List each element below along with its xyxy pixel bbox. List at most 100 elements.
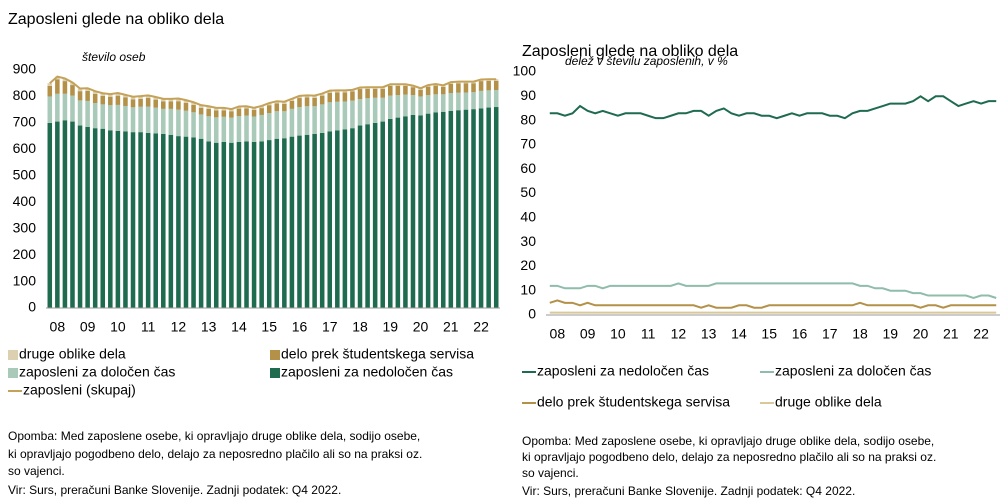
bar-segment: [55, 93, 60, 122]
bar-segment: [62, 78, 68, 82]
bar-segment: [123, 105, 128, 132]
legend-swatch: [8, 350, 18, 360]
bar-segment: [486, 80, 491, 91]
x-tick-label: 08: [50, 319, 66, 335]
bar-segment: [486, 90, 491, 108]
bar-segment: [92, 128, 98, 308]
bar-segment: [282, 103, 287, 112]
bar-segment: [130, 99, 136, 108]
legend-label: zaposleni za določen čas: [775, 363, 931, 379]
bar-segment: [471, 92, 476, 110]
note: ki opravljajo pogodbeno delo, delajo za …: [522, 450, 936, 464]
bar-segment: [380, 121, 385, 308]
bar-segment: [153, 133, 158, 308]
x-tick-label: 22: [473, 319, 489, 335]
bar-segment: [319, 132, 325, 308]
bar-segment: [47, 96, 53, 123]
bar-segment: [274, 111, 280, 139]
bar-segment: [259, 108, 264, 115]
bar-segment: [77, 91, 83, 101]
bar-segment: [319, 93, 325, 96]
bar-segment: [130, 96, 136, 100]
bar-segment: [448, 110, 454, 308]
x-tick-label: 22: [973, 326, 989, 342]
bar-segment: [395, 117, 401, 308]
y-tick-label: 0: [528, 306, 536, 322]
legend-swatch: [270, 368, 280, 378]
bar-segment: [478, 108, 484, 308]
bar-segment: [327, 131, 333, 308]
bar-segment: [70, 85, 75, 96]
y-tick-label: 200: [13, 246, 37, 262]
y-tick-label: 100: [513, 63, 537, 79]
y-tick-label: 80: [520, 111, 536, 127]
bar-segment: [274, 138, 280, 308]
bar-segment: [85, 90, 90, 101]
bar-segment: [183, 100, 189, 103]
bar-segment: [191, 137, 196, 308]
y-tick-label: 300: [13, 219, 37, 235]
bar-segment: [221, 107, 227, 111]
source: Vir: Surs, preračuni Banke Slovenije. Za…: [8, 483, 341, 497]
bar-segment: [138, 132, 143, 308]
bar-segment: [153, 99, 158, 108]
chart-title: Zaposleni glede na obliko dela: [522, 43, 738, 60]
y-tick-label: 500: [13, 166, 37, 182]
series-line: [549, 282, 997, 300]
bar-segment: [266, 113, 272, 141]
bar-segment: [92, 103, 98, 129]
bar-segment: [304, 97, 310, 107]
bar-segment: [236, 116, 242, 142]
bar-segment: [259, 141, 264, 308]
bar-segment: [456, 110, 461, 308]
bar-segment: [130, 132, 136, 308]
x-tick-label: 20: [413, 319, 429, 335]
bar-segment: [425, 95, 431, 114]
bar-segment: [440, 86, 446, 95]
bar-segment: [372, 97, 378, 123]
bar-segment: [312, 106, 317, 134]
x-tick-label: 08: [550, 326, 566, 342]
bar-segment: [191, 104, 196, 113]
bar-segment: [244, 108, 249, 116]
bar-segment: [266, 140, 272, 308]
bar-segment: [319, 104, 325, 133]
bar-segment: [388, 95, 393, 119]
bar-segment: [161, 98, 166, 102]
bar-segment: [418, 89, 423, 97]
x-tick-label: 18: [852, 326, 868, 342]
bar-segment: [213, 142, 219, 308]
bar-segment: [123, 131, 128, 308]
bar-segment: [115, 130, 121, 308]
bar-segment: [456, 83, 461, 93]
x-tick-label: 11: [141, 319, 156, 335]
bar-segment: [161, 101, 166, 109]
bar-segment: [289, 100, 295, 109]
x-tick-label: 10: [110, 319, 126, 335]
bar-segment: [168, 108, 174, 135]
bar-segment: [312, 97, 317, 107]
bar-segment: [372, 122, 378, 308]
bar-segment: [350, 91, 355, 101]
bar-segment: [138, 98, 143, 107]
bar-segment: [395, 85, 401, 96]
bar-segment: [365, 98, 370, 125]
bar-segment: [282, 101, 287, 104]
bar-segment: [425, 86, 431, 96]
bar-segment: [388, 85, 393, 96]
x-tick-label: 16: [792, 326, 808, 342]
bar-segment: [350, 128, 355, 308]
bar-segment: [297, 135, 302, 308]
bar-segment: [297, 107, 302, 136]
note: ki opravljajo pogodbeno delo, delajo za …: [8, 447, 422, 461]
bar-segment: [410, 87, 416, 96]
x-tick-label: 14: [731, 326, 747, 342]
bar-segment: [289, 108, 295, 137]
bar-segment: [145, 106, 151, 133]
bar-segment: [115, 104, 121, 131]
bar-segment: [410, 95, 416, 115]
bar-segment: [274, 103, 280, 112]
bar-segment: [335, 130, 340, 308]
bar-segment: [357, 99, 363, 126]
